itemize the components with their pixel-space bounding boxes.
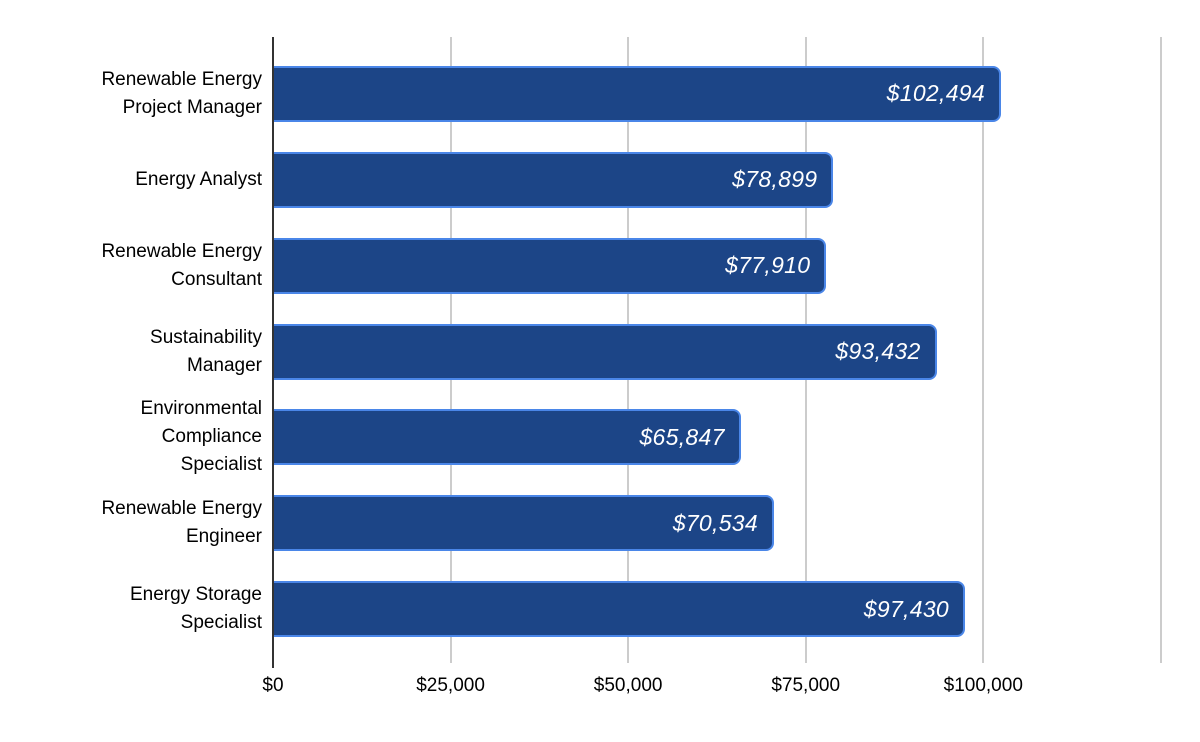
category-label: Renewable Energy Engineer	[101, 498, 262, 548]
bar-row: $65,847	[273, 394, 1185, 480]
x-tick-label: $0	[262, 675, 284, 696]
gridline	[982, 37, 985, 663]
bar-value-label: $78,899	[732, 166, 818, 193]
category-label: Energy Analyst	[135, 168, 262, 190]
bar-value-label: $70,534	[672, 509, 758, 536]
bar-value-label: $65,847	[639, 423, 725, 450]
bar-4: $65,847	[273, 409, 741, 466]
category-label: Environmental Compliance Specialist	[140, 398, 262, 476]
bars-region: $102,494 $78,899 $77,910 $93,432 $65,847 $70,…	[273, 51, 1185, 652]
value-axis: $0 $25,000 $50,000 $75,000 $100,000	[262, 674, 1185, 700]
bar-1: $78,899	[273, 151, 834, 208]
x-tick-label: $100,000	[943, 675, 1023, 696]
bar-5: $70,534	[273, 495, 774, 552]
bar-row: $78,899	[273, 137, 1185, 223]
bar-value-label: $97,430	[863, 595, 950, 622]
category-label: Renewable Energy Consultant	[101, 240, 262, 290]
bar-0: $102,494	[273, 65, 1001, 122]
bar-value-label: $77,910	[725, 252, 811, 279]
bar-6: $97,430	[273, 581, 966, 638]
x-tick-label: $75,000	[771, 675, 841, 696]
bar-row: $93,432	[273, 309, 1185, 395]
category-label: Sustainability Manager	[150, 326, 262, 376]
bar-row: $77,910	[273, 223, 1185, 309]
gridline	[1159, 37, 1162, 663]
category-axis: Renewable Energy Project Manager Energy A…	[0, 51, 262, 652]
y-axis-line	[272, 37, 274, 668]
bar-row: $70,534	[273, 480, 1185, 566]
bar-row: $102,494	[273, 51, 1185, 137]
x-tick-label: $25,000	[416, 675, 485, 696]
bar-3: $93,432	[273, 323, 937, 380]
x-tick-label: $50,000	[593, 675, 663, 696]
bar-row: $97,430	[273, 566, 1185, 652]
category-label: Energy Storage Specialist	[129, 584, 262, 634]
plot-area: $102,494 $78,899 $77,910 $93,432 $65,847 $70,…	[272, 37, 1185, 668]
category-label: Renewable Energy Project Manager	[101, 68, 262, 118]
bar-value-label: $102,494	[886, 80, 985, 107]
bar-value-label: $93,432	[835, 338, 921, 364]
bar-2: $77,910	[273, 237, 827, 294]
